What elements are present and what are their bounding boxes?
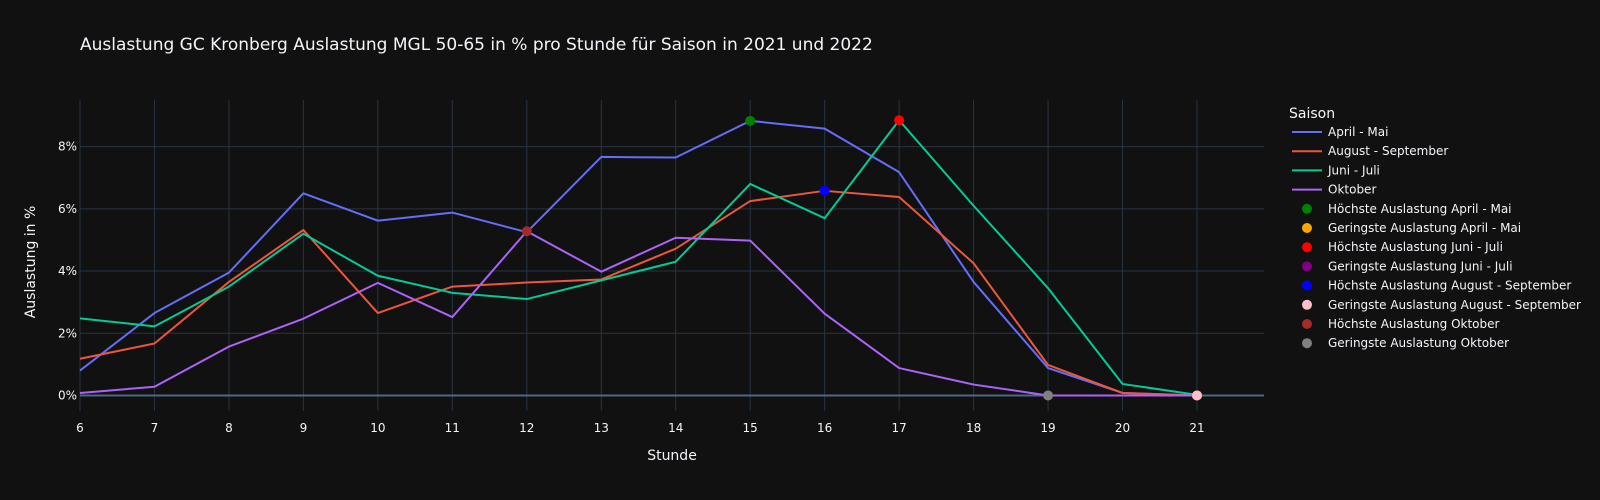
marker-point-7	[1043, 390, 1054, 401]
x-tick-label: 9	[300, 421, 308, 435]
x-tick-label: 7	[151, 421, 159, 435]
x-tick-label: 20	[1115, 421, 1130, 435]
legend-label: April - Mai	[1328, 125, 1388, 139]
legend-swatch-dot	[1302, 261, 1312, 272]
x-axis-title: Stunde	[647, 448, 697, 464]
highlight-markers	[521, 115, 1202, 401]
grid	[79, 100, 1264, 411]
x-tick-label: 10	[370, 421, 385, 435]
legend-item-series-0[interactable]: April - Mai	[1292, 125, 1388, 139]
x-axis-ticks: 6 7 8 9 10 11 12 13 14 15 16 17 18 19 20 21	[76, 421, 1204, 435]
legend-swatch-dot	[1302, 319, 1312, 329]
series-lines	[79, 119, 1198, 397]
legend-label: Geringste Auslastung August - September	[1328, 298, 1581, 312]
legend-title: Saison	[1289, 106, 1335, 122]
y-tick-label: 0%	[58, 388, 77, 402]
legend-item-marker-0[interactable]: Höchste Auslastung April - Mai	[1302, 202, 1512, 216]
marker-point-5	[1191, 390, 1202, 401]
x-tick-label: 21	[1189, 421, 1204, 435]
x-tick-label: 14	[668, 421, 683, 435]
y-tick-label: 8%	[58, 140, 77, 154]
y-tick-label: 2%	[58, 326, 77, 340]
legend-item-marker-6[interactable]: Höchste Auslastung Oktober	[1302, 317, 1500, 331]
legend-item-marker-5[interactable]: Geringste Auslastung August - September	[1302, 298, 1581, 312]
legend-label: Höchste Auslastung August - September	[1328, 279, 1571, 293]
x-tick-label: 16	[817, 421, 832, 435]
marker-point-4	[819, 185, 830, 196]
x-tick-label: 15	[743, 421, 758, 435]
x-tick-label: 13	[594, 421, 609, 435]
series-line-1	[79, 189, 1198, 397]
legend-label: Oktober	[1328, 183, 1376, 197]
x-tick-label: 12	[519, 421, 534, 435]
legend-label: Höchste Auslastung Juni - Juli	[1328, 240, 1503, 254]
legend-label: Höchste Auslastung April - Mai	[1328, 202, 1512, 216]
x-tick-label: 18	[966, 421, 981, 435]
legend-item-series-2[interactable]: Juni - Juli	[1292, 163, 1380, 177]
x-tick-label: 8	[225, 421, 233, 435]
legend-label: Geringste Auslastung April - Mai	[1328, 221, 1521, 235]
legend-item-marker-7[interactable]: Geringste Auslastung Oktober	[1302, 336, 1509, 350]
legend-item-marker-2[interactable]: Höchste Auslastung Juni - Juli	[1302, 240, 1503, 254]
legend-swatch-dot	[1302, 242, 1312, 253]
y-axis-title: Auslastung in %	[23, 206, 39, 319]
series-line-0	[79, 119, 1198, 397]
legend-item-series-3[interactable]: Oktober	[1292, 183, 1376, 197]
legend-swatch-dot	[1302, 299, 1312, 310]
x-tick-label: 17	[891, 421, 906, 435]
x-tick-label: 6	[76, 421, 84, 435]
series-line-2	[79, 119, 1198, 396]
y-axis-ticks: 0% 2% 4% 6% 8%	[58, 140, 77, 403]
x-tick-label: 11	[445, 421, 460, 435]
series-line-3	[79, 230, 1197, 397]
y-tick-label: 4%	[58, 264, 77, 278]
legend-swatch-dot	[1302, 338, 1312, 349]
legend-label: Geringste Auslastung Juni - Juli	[1328, 259, 1513, 273]
legend-item-marker-4[interactable]: Höchste Auslastung August - September	[1302, 279, 1571, 293]
y-tick-label: 6%	[58, 202, 77, 216]
legend-label: August - September	[1328, 144, 1448, 158]
marker-point-6	[521, 226, 532, 237]
legend-item-marker-3[interactable]: Geringste Auslastung Juni - Juli	[1302, 259, 1513, 273]
legend[interactable]: Saison April - Mai August - September Juni…	[1289, 106, 1581, 350]
chart-title: Auslastung GC Kronberg Auslastung MGL 50…	[80, 35, 873, 55]
legend-swatch-dot	[1302, 223, 1312, 233]
legend-swatch-dot	[1302, 203, 1312, 214]
x-tick-label: 19	[1040, 421, 1055, 435]
legend-label: Höchste Auslastung Oktober	[1328, 317, 1500, 331]
marker-point-0	[745, 115, 756, 126]
legend-item-marker-1[interactable]: Geringste Auslastung April - Mai	[1302, 221, 1521, 235]
legend-item-series-1[interactable]: August - September	[1292, 144, 1448, 158]
legend-label: Geringste Auslastung Oktober	[1328, 336, 1509, 350]
legend-swatch-dot	[1302, 280, 1312, 291]
legend-label: Juni - Juli	[1327, 163, 1380, 177]
marker-point-2	[894, 115, 905, 126]
